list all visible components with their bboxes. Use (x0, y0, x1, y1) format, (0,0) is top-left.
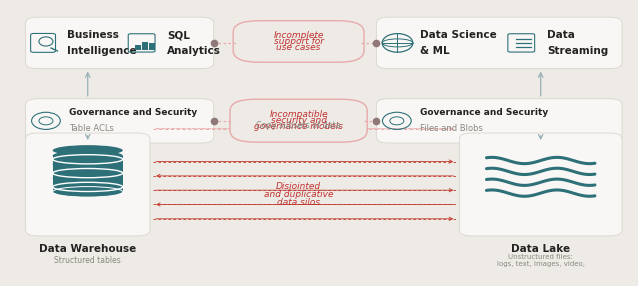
FancyBboxPatch shape (376, 99, 622, 143)
Text: support for: support for (274, 37, 323, 46)
Text: Business: Business (67, 30, 119, 40)
Text: & ML: & ML (420, 46, 449, 55)
Text: governance models: governance models (254, 122, 343, 132)
Text: Intelligence: Intelligence (67, 46, 137, 55)
Text: Governance and Security: Governance and Security (69, 108, 197, 117)
Text: Data Warehouse: Data Warehouse (39, 244, 137, 254)
Text: Data Science: Data Science (420, 30, 496, 40)
Polygon shape (53, 156, 122, 192)
Ellipse shape (52, 145, 122, 156)
Text: data silos: data silos (277, 198, 320, 207)
Text: Incomplete: Incomplete (274, 31, 323, 40)
Text: Unstructured files:: Unstructured files: (508, 255, 573, 260)
Text: security and: security and (271, 116, 327, 125)
Text: Disjointed: Disjointed (276, 182, 321, 191)
FancyBboxPatch shape (26, 133, 150, 236)
Ellipse shape (52, 159, 122, 170)
FancyBboxPatch shape (376, 17, 622, 69)
FancyBboxPatch shape (459, 133, 622, 236)
Text: Data: Data (547, 30, 575, 40)
FancyBboxPatch shape (230, 99, 367, 142)
Bar (135, 45, 141, 50)
Text: Analytics: Analytics (167, 46, 221, 55)
Text: Structured tables: Structured tables (54, 256, 121, 265)
Text: SQL: SQL (167, 30, 190, 40)
Text: Table ACLs: Table ACLs (69, 124, 114, 133)
Ellipse shape (52, 173, 122, 183)
Text: Files and Blobs: Files and Blobs (420, 124, 483, 133)
Text: Copy subsets of data: Copy subsets of data (256, 121, 341, 130)
Ellipse shape (52, 150, 122, 161)
FancyBboxPatch shape (234, 21, 364, 62)
Text: Streaming: Streaming (547, 46, 609, 55)
Text: use cases: use cases (276, 43, 321, 52)
Text: Incompatible: Incompatible (269, 110, 328, 119)
Text: Governance and Security: Governance and Security (420, 108, 548, 117)
Text: logs, text, images, video,: logs, text, images, video, (497, 261, 584, 267)
Bar (142, 42, 148, 50)
Ellipse shape (52, 186, 122, 197)
Text: and duplicative: and duplicative (264, 190, 333, 199)
Bar (149, 43, 155, 50)
FancyBboxPatch shape (26, 17, 214, 69)
FancyBboxPatch shape (26, 99, 214, 143)
Text: Data Lake: Data Lake (511, 244, 570, 254)
